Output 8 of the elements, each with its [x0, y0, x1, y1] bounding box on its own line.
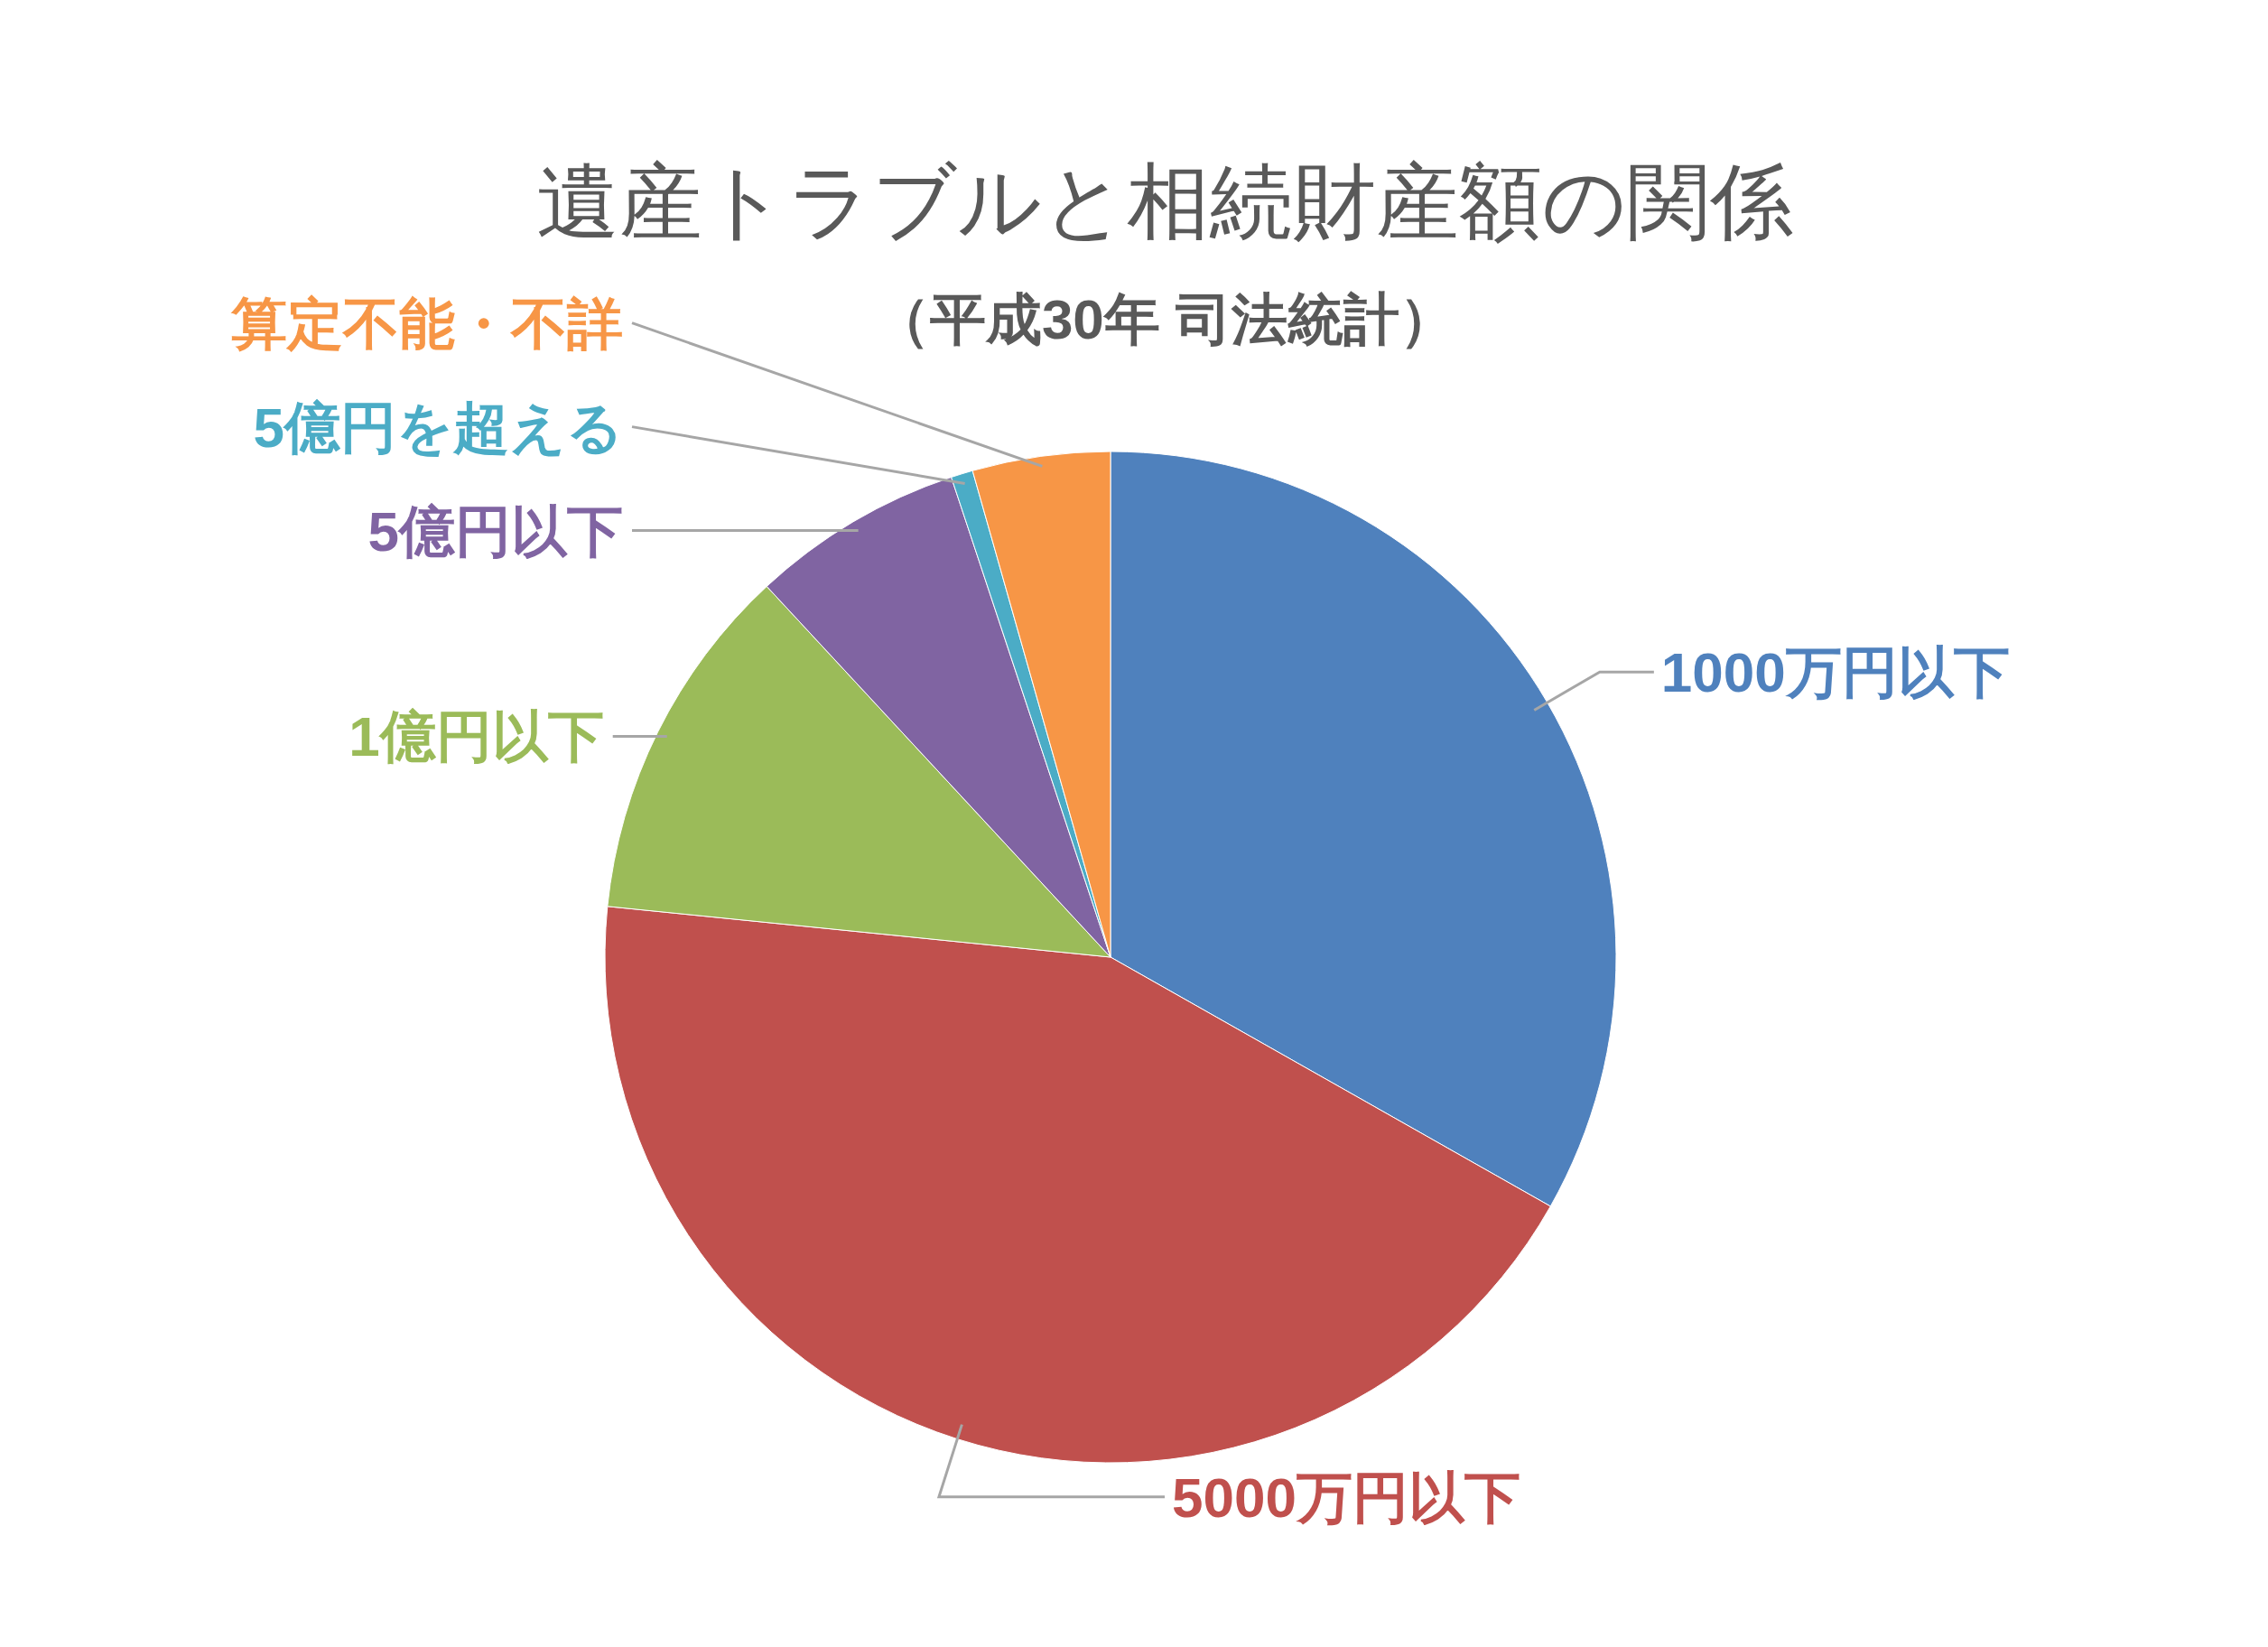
- slice-label: 算定不能・不詳: [230, 292, 623, 355]
- slice-label: 5億円以下: [367, 499, 623, 563]
- chart-title: 遺産トラブルと相続財産額の関係: [536, 155, 1793, 247]
- chart-subtitle: （平成30年 司法統計）: [873, 288, 1456, 350]
- slice-label: 5億円を超える: [253, 395, 623, 459]
- slice-label: 1億円以下: [349, 705, 604, 768]
- slice-label: 1000万円以下: [1660, 641, 2010, 704]
- slice-label: 5000万円以下: [1172, 1466, 1520, 1529]
